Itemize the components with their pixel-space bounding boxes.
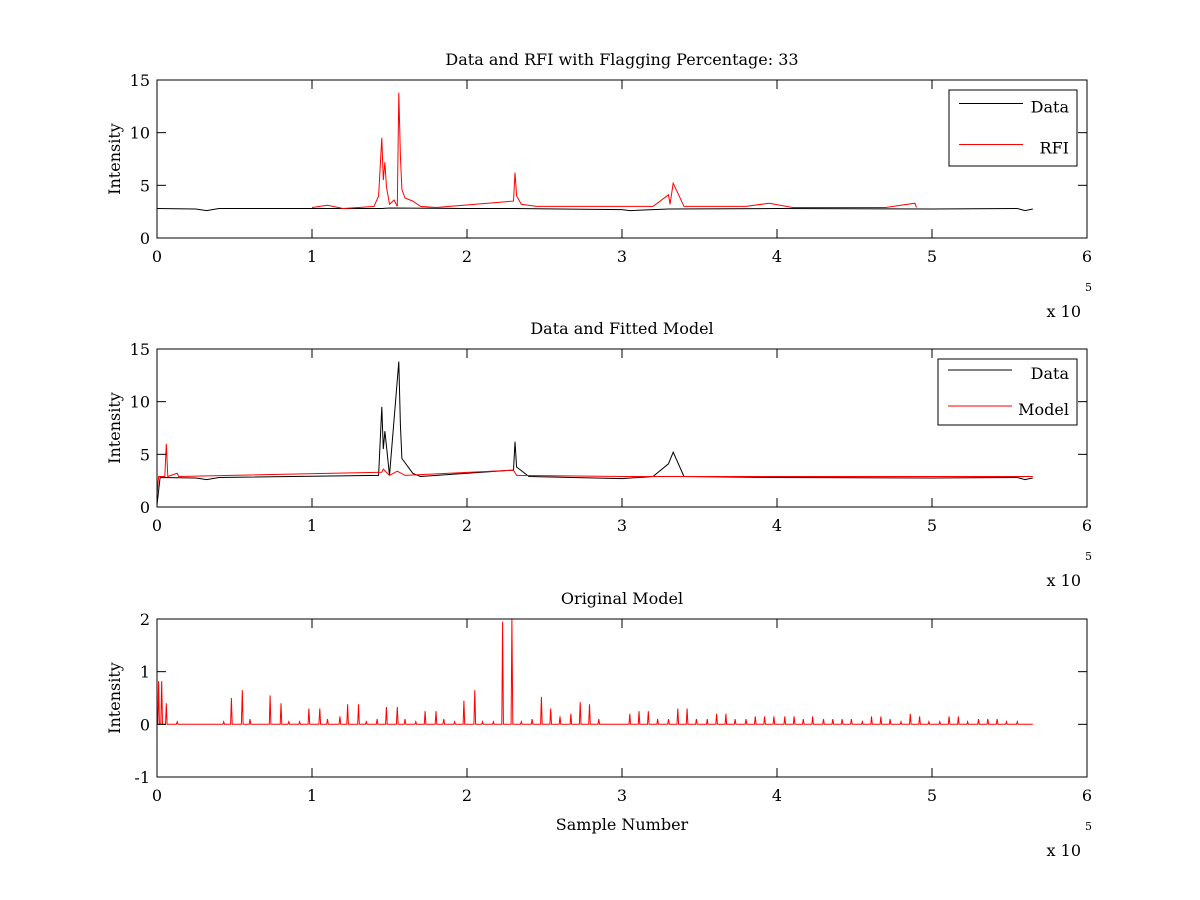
legend-label-model: Model	[1018, 400, 1069, 419]
legend: Data RFI	[948, 89, 1078, 167]
x-tick-label: 1	[307, 786, 317, 805]
y-tick-label: 5	[140, 176, 150, 195]
x-tick-label: 0	[152, 247, 162, 266]
x-tick-label: 1	[307, 516, 317, 535]
y-tick-label: 15	[130, 71, 150, 90]
legend-box	[948, 89, 1078, 167]
x-multiplier-exponent: 5	[1085, 281, 1092, 294]
y-tick-label: 0	[140, 229, 150, 248]
x-tick-label: 5	[927, 786, 937, 805]
x-tick-label: 2	[462, 516, 472, 535]
y-tick-label: 0	[140, 715, 150, 734]
y-tick-label: -1	[134, 768, 150, 787]
y-tick-label: 5	[140, 445, 150, 464]
x-multiplier: x 10	[1047, 841, 1081, 860]
x-tick-label: 1	[307, 247, 317, 266]
y-tick-label: 10	[130, 124, 150, 143]
y-tick-label: 0	[140, 498, 150, 517]
y-axis-label: Intensity	[105, 123, 124, 195]
x-tick-label: 6	[1082, 247, 1092, 266]
x-tick-label: 3	[617, 786, 627, 805]
x-multiplier: x 10	[1047, 571, 1081, 590]
y-axis-label: Intensity	[105, 662, 124, 734]
x-tick-label: 0	[152, 786, 162, 805]
series-line-data	[156, 207, 1033, 212]
series-line-model	[157, 618, 1033, 725]
chart-title: Original Model	[561, 589, 683, 608]
x-tick-label: 6	[1082, 516, 1092, 535]
x-tick-label: 2	[462, 786, 472, 805]
x-multiplier: x 10	[1047, 302, 1081, 321]
legend-label-data: Data	[1031, 364, 1070, 383]
y-tick-label: 1	[140, 663, 150, 682]
y-tick-label: 10	[130, 393, 150, 412]
legend: Data Model	[937, 358, 1078, 426]
x-tick-label: 6	[1082, 786, 1092, 805]
x-tick-label: 4	[772, 247, 782, 266]
x-tick-label: 0	[152, 516, 162, 535]
legend-label-rfi: RFI	[1040, 139, 1069, 158]
x-multiplier-exponent: 5	[1085, 550, 1092, 563]
x-tick-label: 4	[772, 516, 782, 535]
x-multiplier-exponent: 5	[1085, 820, 1092, 833]
axes-box	[156, 618, 1088, 778]
legend-label-data: Data	[1031, 98, 1070, 117]
y-tick-label: 15	[130, 340, 150, 359]
axes-box	[156, 79, 1088, 239]
series-line-data	[156, 361, 1033, 505]
x-tick-label: 3	[617, 516, 627, 535]
x-tick-label: 5	[927, 516, 937, 535]
subplot-2: 0 1 2 3 4 5 6 0 5 10 15 Data and Fitted Model Intens…	[105, 319, 1092, 590]
chart-title: Data and Fitted Model	[530, 319, 713, 338]
y-axis-label: Intensity	[105, 392, 124, 464]
chart-title: Data and RFI with Flagging Percentage: 3…	[445, 50, 798, 69]
x-tick-label: 3	[617, 247, 627, 266]
x-tick-label: 5	[927, 247, 937, 266]
x-tick-label: 4	[772, 786, 782, 805]
series-line-rfi	[311, 92, 917, 210]
x-axis-label: Sample Number	[556, 815, 689, 834]
y-tick-label: 2	[140, 610, 150, 629]
x-tick-label: 2	[462, 247, 472, 266]
subplot-1: 0 1 2 3 4 5 6 0 5 10 15 Data and RFI with Flagging …	[105, 50, 1092, 321]
series-line-model	[156, 443, 1033, 495]
